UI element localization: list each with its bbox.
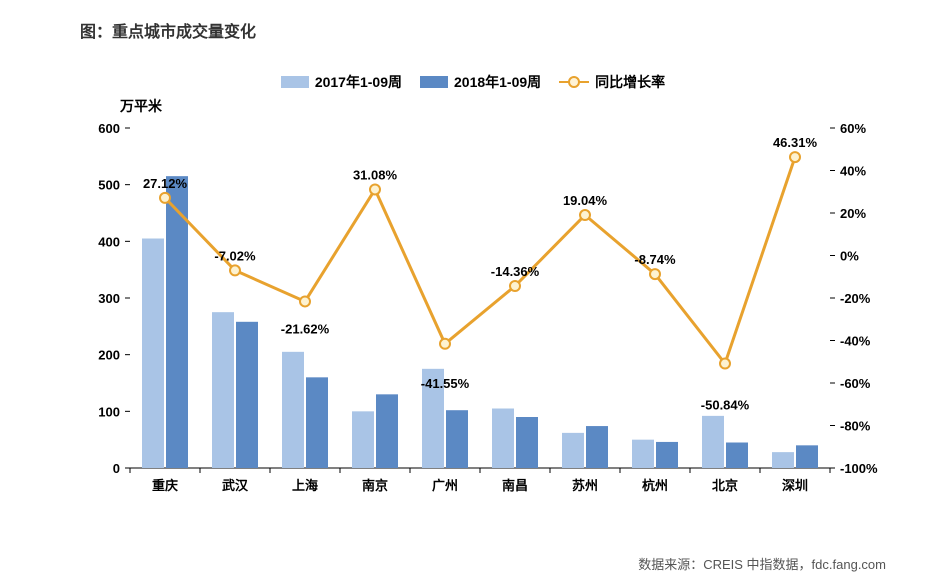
legend-swatch-line (559, 81, 589, 83)
bar-2017 (562, 433, 584, 468)
x-category-label: 南昌 (502, 478, 528, 493)
bar-2018 (306, 377, 328, 468)
data-source: 数据来源：CREIS 中指数据，fdc.fang.com (638, 554, 886, 573)
growth-marker (650, 269, 660, 279)
x-category-label: 杭州 (642, 478, 668, 493)
y1-tick-label: 0 (113, 461, 120, 476)
x-category-label: 南京 (362, 478, 388, 493)
growth-data-label: -41.55% (421, 376, 470, 391)
y2-tick-label: -60% (840, 376, 871, 391)
y1-tick-label: 100 (98, 404, 120, 419)
y2-tick-label: 0% (840, 249, 859, 264)
growth-marker (160, 193, 170, 203)
y2-tick-label: 20% (840, 206, 866, 221)
x-category-label: 苏州 (572, 478, 598, 493)
x-category-label: 广州 (432, 478, 458, 493)
growth-marker (370, 184, 380, 194)
growth-data-label: 31.08% (353, 167, 398, 182)
legend-label-growth: 同比增长率 (595, 72, 665, 92)
growth-data-label: -21.62% (281, 321, 330, 336)
y2-tick-label: -40% (840, 334, 871, 349)
growth-marker (720, 359, 730, 369)
y2-tick-label: 40% (840, 164, 866, 179)
bar-2017 (492, 409, 514, 469)
growth-data-label: -8.74% (634, 252, 676, 267)
growth-line (165, 157, 795, 363)
bar-2017 (282, 352, 304, 468)
bar-2017 (212, 312, 234, 468)
bar-2018 (516, 417, 538, 468)
y2-tick-label: -20% (840, 291, 871, 306)
bar-2017 (352, 411, 374, 468)
y2-tick-label: -80% (840, 419, 871, 434)
bar-2018 (236, 322, 258, 468)
bar-2018 (586, 426, 608, 468)
y1-tick-label: 500 (98, 178, 120, 193)
growth-data-label: -7.02% (214, 248, 256, 263)
y2-tick-label: -100% (840, 461, 878, 476)
bar-2018 (726, 443, 748, 469)
y1-tick-label: 400 (98, 234, 120, 249)
y1-tick-label: 300 (98, 291, 120, 306)
legend-swatch-2018 (420, 76, 448, 88)
growth-data-label: 27.12% (143, 176, 188, 191)
growth-marker (790, 152, 800, 162)
bar-2018 (376, 394, 398, 468)
bar-2018 (446, 410, 468, 468)
bar-2017 (142, 239, 164, 469)
bar-2018 (796, 445, 818, 468)
legend: 2017年1-09周 2018年1-09周 同比增长率 (60, 72, 886, 92)
chart-area: 万平米 0 100 200 300 400 500 600 -100% -80% -60% -40%… (70, 98, 886, 518)
bar-2017 (772, 452, 794, 468)
chart-title: 图：重点城市成交量变化 (80, 18, 886, 42)
y1-tick-label: 200 (98, 348, 120, 363)
bar-2017 (702, 416, 724, 468)
legend-label-2017: 2017年1-09周 (315, 72, 402, 92)
x-category-label: 北京 (712, 478, 738, 493)
x-category-label: 上海 (292, 478, 318, 493)
growth-marker (300, 296, 310, 306)
legend-item-growth: 同比增长率 (559, 72, 665, 92)
x-category-label: 重庆 (152, 478, 178, 493)
bar-2018 (656, 442, 678, 468)
y-axis-label: 万平米 (120, 96, 162, 116)
legend-swatch-2017 (281, 76, 309, 88)
legend-item-2017: 2017年1-09周 (281, 72, 402, 92)
growth-marker (440, 339, 450, 349)
growth-data-label: -50.84% (701, 398, 750, 413)
legend-item-2018: 2018年1-09周 (420, 72, 541, 92)
growth-marker (510, 281, 520, 291)
x-category-label: 武汉 (222, 478, 249, 493)
growth-data-label: 19.04% (563, 193, 608, 208)
growth-data-label: 46.31% (773, 135, 818, 150)
x-category-label: 深圳 (782, 478, 808, 493)
y2-tick-label: 60% (840, 121, 866, 136)
y1-tick-label: 600 (98, 121, 120, 136)
legend-label-2018: 2018年1-09周 (454, 72, 541, 92)
growth-marker (580, 210, 590, 220)
growth-data-label: -14.36% (491, 264, 540, 279)
bar-2017 (632, 440, 654, 468)
chart-svg: 0 100 200 300 400 500 600 -100% -80% -60% -40% -20%… (70, 98, 890, 518)
growth-marker (230, 265, 240, 275)
